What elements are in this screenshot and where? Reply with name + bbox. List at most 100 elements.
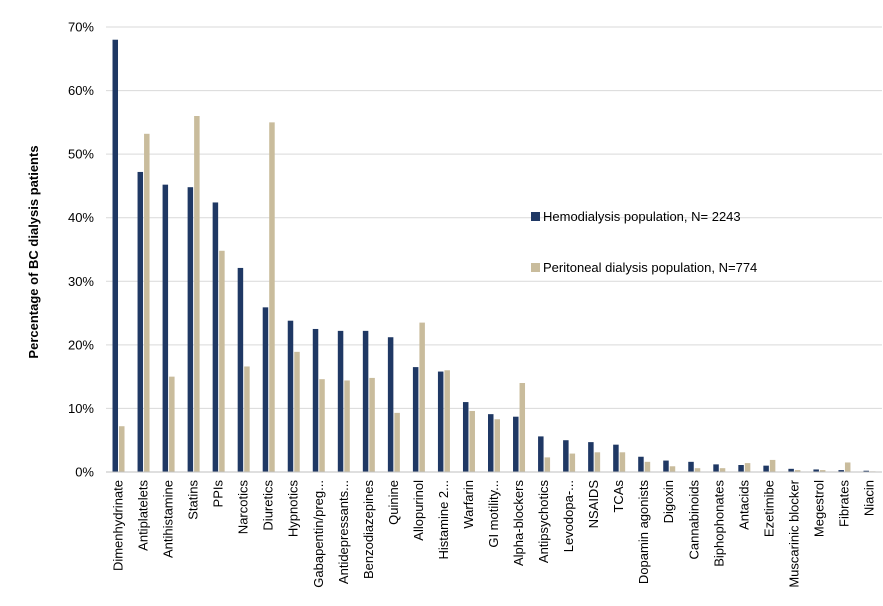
bar-peritoneal (844, 462, 851, 472)
x-tick-label: Levodopa-... (561, 480, 576, 552)
bar-peritoneal (794, 470, 801, 472)
bar-peritoneal (769, 459, 776, 472)
bar-peritoneal (494, 419, 500, 472)
x-tick-label: Gabapentin/preg... (311, 480, 326, 588)
x-tick-label: Warfarin (461, 480, 476, 529)
y-tick-label: 20% (68, 337, 94, 352)
bar-hemodialysis (437, 371, 444, 472)
x-tick-label: Antihistamine (161, 480, 176, 558)
y-tick-label: 10% (68, 401, 94, 416)
gridlines (106, 26, 882, 409)
bar-hemodialysis (613, 444, 619, 472)
bar-hemodialysis (488, 414, 494, 472)
bar-hemodialysis (538, 436, 544, 472)
x-tick-label: Megestrol (811, 480, 826, 537)
x-tick-label: Antacids (736, 480, 751, 530)
bar-peritoneal (294, 351, 300, 472)
bar-peritoneal (519, 383, 526, 472)
bar-peritoneal (169, 376, 175, 472)
bar-hemodialysis (387, 337, 394, 472)
bar-peritoneal (569, 453, 576, 472)
bar-hemodialysis (763, 465, 769, 472)
bar-peritoneal (744, 463, 751, 472)
legend-label-hemodialysis: Hemodialysis population, N= 2243 (543, 209, 741, 224)
bar-hemodialysis (137, 171, 144, 472)
bar-hemodialysis (112, 39, 119, 472)
x-tick-label: Ezetimibe (761, 480, 776, 537)
x-tick-label: Benzodiazepines (361, 480, 376, 580)
y-tick-label: 0% (75, 465, 94, 480)
y-axis-title: Percentage of BC dialysis patients (26, 145, 41, 358)
x-tick-label: Alpha-blockers (511, 480, 526, 566)
bar-peritoneal (594, 452, 601, 472)
bar-peritoneal (319, 379, 325, 472)
bar-peritoneal (694, 468, 701, 472)
x-tick-label: Digoxin (661, 480, 676, 523)
bar-hemodialysis (462, 402, 469, 472)
x-tick-label: PPIs (211, 480, 226, 508)
bar-hemodialysis (663, 460, 669, 472)
bar-peritoneal (644, 461, 651, 472)
bar-peritoneal (369, 377, 375, 472)
bar-peritoneal (619, 452, 626, 472)
x-tick-label: Fibrates (836, 480, 851, 527)
bar-peritoneal (244, 366, 250, 472)
bar-hemodialysis (412, 367, 419, 472)
legend-label-peritoneal: Peritoneal dialysis population, N=774 (543, 260, 757, 275)
x-tick-label: Dopamin agonists (636, 480, 651, 585)
y-tick-label: 40% (68, 210, 94, 225)
bar-hemodialysis (287, 320, 294, 472)
y-tick-label: 70% (68, 20, 94, 35)
bar-peritoneal (219, 250, 225, 472)
x-tick-label: Allopurinol (411, 480, 426, 541)
bar-hemodialysis (337, 330, 344, 472)
y-tick-label: 50% (68, 147, 94, 162)
x-tick-label: Antidepressants... (336, 480, 351, 584)
bar-hemodialysis (513, 416, 519, 472)
axes: 0% 10% 20% 30% 40% 50% 60% 70% Dimenhydrinate Ant… (68, 20, 882, 588)
bar-peritoneal (194, 116, 200, 472)
legend-swatch-peritoneal (531, 263, 540, 272)
bar-hemodialysis (588, 442, 594, 472)
bar-peritoneal (419, 322, 425, 472)
bar-peritoneal (544, 457, 551, 472)
bar-hemodialysis (838, 470, 844, 472)
x-tick-label: Diuretics (261, 480, 276, 531)
bar-hemodialysis (237, 267, 244, 472)
bar-peritoneal (119, 426, 125, 472)
x-tick-label: Antipsychotics (536, 480, 551, 564)
x-tick-label: TCAs (611, 480, 626, 513)
bar-peritoneal (669, 466, 676, 472)
x-tick-label: Narcotics (236, 480, 251, 535)
x-tick-label: Biphophonates (711, 480, 726, 567)
bar-hemodialysis (187, 187, 194, 472)
x-tick-label: Muscarinic blocker (786, 479, 801, 587)
x-tick-label: NSAIDS (586, 480, 601, 529)
x-tick-label: GI motility... (486, 480, 501, 548)
bar-hemodialysis (813, 469, 819, 472)
bar-peritoneal (819, 470, 826, 472)
x-tick-label: Cannabinoids (686, 480, 701, 560)
bar-peritoneal (719, 468, 726, 472)
y-tick-label: 60% (68, 83, 94, 98)
bar-hemodialysis (738, 465, 744, 472)
bar-hemodialysis (863, 470, 869, 472)
bar-hemodialysis (638, 456, 644, 472)
legend: Hemodialysis population, N= 2243 Peritone… (531, 209, 757, 275)
x-tick-label: Antiplatelets (136, 480, 151, 551)
bar-peritoneal (444, 370, 450, 472)
bar-hemodialysis (312, 328, 319, 472)
bar-hemodialysis (262, 307, 269, 472)
bar-hemodialysis (362, 330, 369, 472)
x-tick-label: Dimenhydrinate (111, 480, 126, 571)
bar-peritoneal (344, 380, 350, 472)
x-tick-label: Hypnotics (286, 480, 301, 538)
x-tick-label: Quinine (386, 480, 401, 525)
x-tick-label: Statins (186, 480, 201, 520)
bar-peritoneal (394, 412, 400, 472)
y-tick-label: 30% (68, 274, 94, 289)
bar-hemodialysis (788, 468, 794, 472)
bar-hemodialysis (713, 464, 719, 472)
bar-hemodialysis (688, 461, 694, 472)
